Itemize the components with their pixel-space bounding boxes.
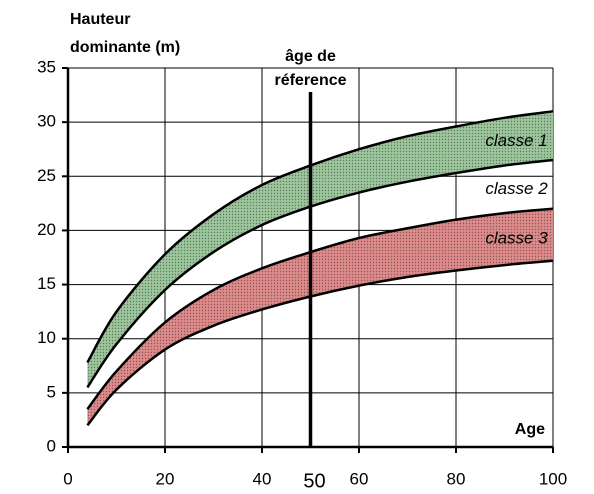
y-tick-label: 20 [37,220,56,239]
x-axis-label: Age [515,421,545,438]
y-tick-label: 0 [47,436,56,455]
x-tick-label: 20 [156,469,175,488]
band-area [87,208,554,426]
x-tick-label: 0 [63,469,72,488]
y-tick-label: 5 [47,382,56,401]
y-axis-label: Hauteur [70,11,130,28]
reference-label: âge de [285,48,336,65]
band-label: classe 3 [485,229,548,248]
x-tick-label: 100 [539,469,567,488]
band-label: classe 1 [485,131,547,150]
reference-label: réference [274,72,346,89]
x-tick-label: 60 [350,469,369,488]
y-axis-label: dominante (m) [70,39,180,56]
band-label: classe 2 [485,179,548,198]
reference-x-label: 50 [303,470,325,492]
x-tick-label: 40 [253,469,272,488]
y-tick-label: 25 [37,166,56,185]
y-tick-label: 30 [37,112,56,131]
y-tick-label: 35 [37,57,56,76]
y-tick-label: 10 [37,328,56,347]
x-tick-label: 80 [447,469,466,488]
y-tick-label: 15 [37,274,56,293]
band-area [87,111,554,388]
